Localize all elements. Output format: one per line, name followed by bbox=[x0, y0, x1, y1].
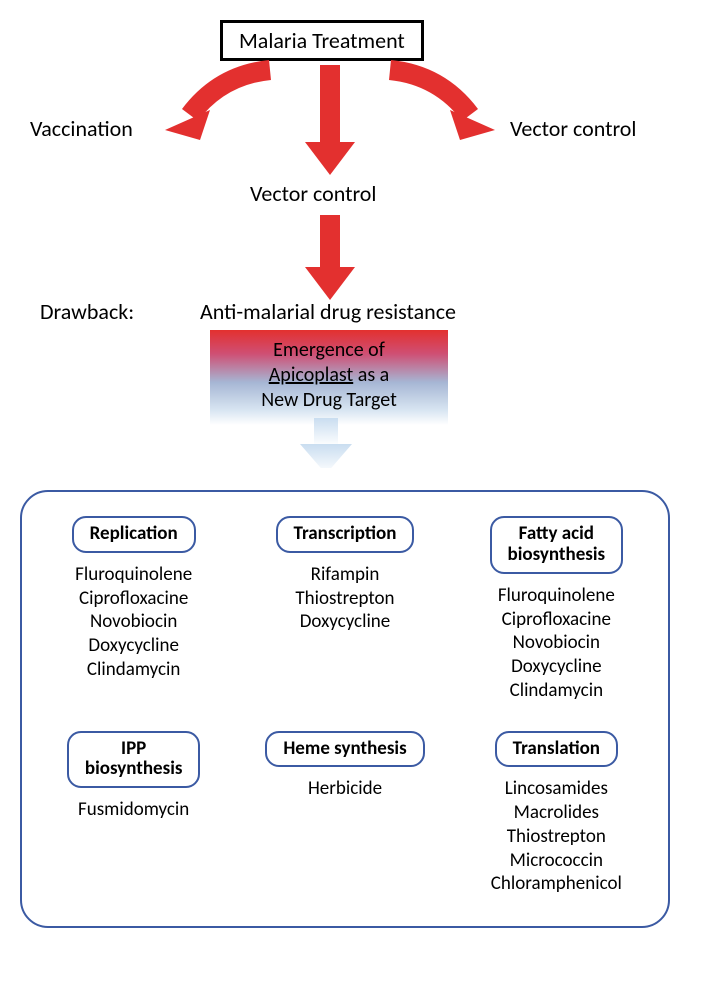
pill-fattyacid-text: Fatty acidbiosynthesis bbox=[508, 522, 606, 566]
flow-diagram: Malaria Treatment Vaccination Vector con… bbox=[20, 20, 687, 480]
drugs-translation: LincosamidesMacrolidesThiostreptonMicroc… bbox=[465, 777, 648, 896]
targets-panel: Replication FluroquinoleneCiprofloxacine… bbox=[20, 490, 670, 928]
emergence-line1: Emergence of bbox=[273, 338, 385, 362]
gradient-arrow-icon bbox=[296, 418, 356, 468]
emergence-line3: New Drug Target bbox=[261, 388, 397, 412]
drugs-heme: Herbicide bbox=[253, 777, 436, 801]
pill-heme: Heme synthesis bbox=[265, 731, 424, 768]
emergence-line2-rest: as a bbox=[358, 363, 390, 387]
group-fattyacid: Fatty acidbiosynthesis FluroquinoleneCip… bbox=[465, 516, 648, 703]
group-transcription: Transcription RifampinThiostreptonDoxycy… bbox=[253, 516, 436, 703]
emergence-apicoplast: Apicoplast bbox=[269, 363, 353, 387]
pill-replication-text: Replication bbox=[90, 522, 178, 545]
pill-ipp-text: IPPbiosynthesis bbox=[85, 737, 183, 781]
drawback-text: Anti-malarial drug resistance bbox=[200, 298, 456, 325]
pill-transcription-text: Transcription bbox=[294, 522, 397, 545]
panel-row-1: Replication FluroquinoleneCiprofloxacine… bbox=[42, 516, 648, 703]
vector-control-right-label: Vector control bbox=[510, 115, 636, 142]
vaccination-label: Vaccination bbox=[30, 115, 133, 142]
panel-row-2: IPPbiosynthesis Fusmidomycin Heme synthe… bbox=[42, 731, 648, 897]
pill-transcription: Transcription bbox=[276, 516, 415, 553]
drugs-replication: FluroquinoleneCiprofloxacineNovobiocinDo… bbox=[42, 563, 225, 682]
pill-ipp: IPPbiosynthesis bbox=[67, 731, 201, 789]
group-heme: Heme synthesis Herbicide bbox=[253, 731, 436, 897]
drugs-transcription: RifampinThiostreptonDoxycycline bbox=[253, 563, 436, 634]
pill-translation-text: Translation bbox=[513, 737, 600, 760]
drugs-ipp: Fusmidomycin bbox=[42, 798, 225, 822]
drawback-label: Drawback: bbox=[40, 298, 134, 325]
vector-control-mid-label: Vector control bbox=[250, 180, 376, 207]
pill-heme-text: Heme synthesis bbox=[283, 737, 406, 760]
group-ipp: IPPbiosynthesis Fusmidomycin bbox=[42, 731, 225, 897]
pill-fattyacid: Fatty acidbiosynthesis bbox=[490, 516, 624, 574]
drugs-fattyacid: FluroquinoleneCiprofloxacineNovobiocinDo… bbox=[465, 584, 648, 703]
group-replication: Replication FluroquinoleneCiprofloxacine… bbox=[42, 516, 225, 703]
pill-replication: Replication bbox=[72, 516, 196, 553]
pill-translation: Translation bbox=[495, 731, 618, 768]
arrows-svg bbox=[20, 20, 687, 320]
emergence-box: Emergence of Apicoplast as a New Drug Ta… bbox=[210, 330, 448, 425]
group-translation: Translation LincosamidesMacrolidesThiost… bbox=[465, 731, 648, 897]
